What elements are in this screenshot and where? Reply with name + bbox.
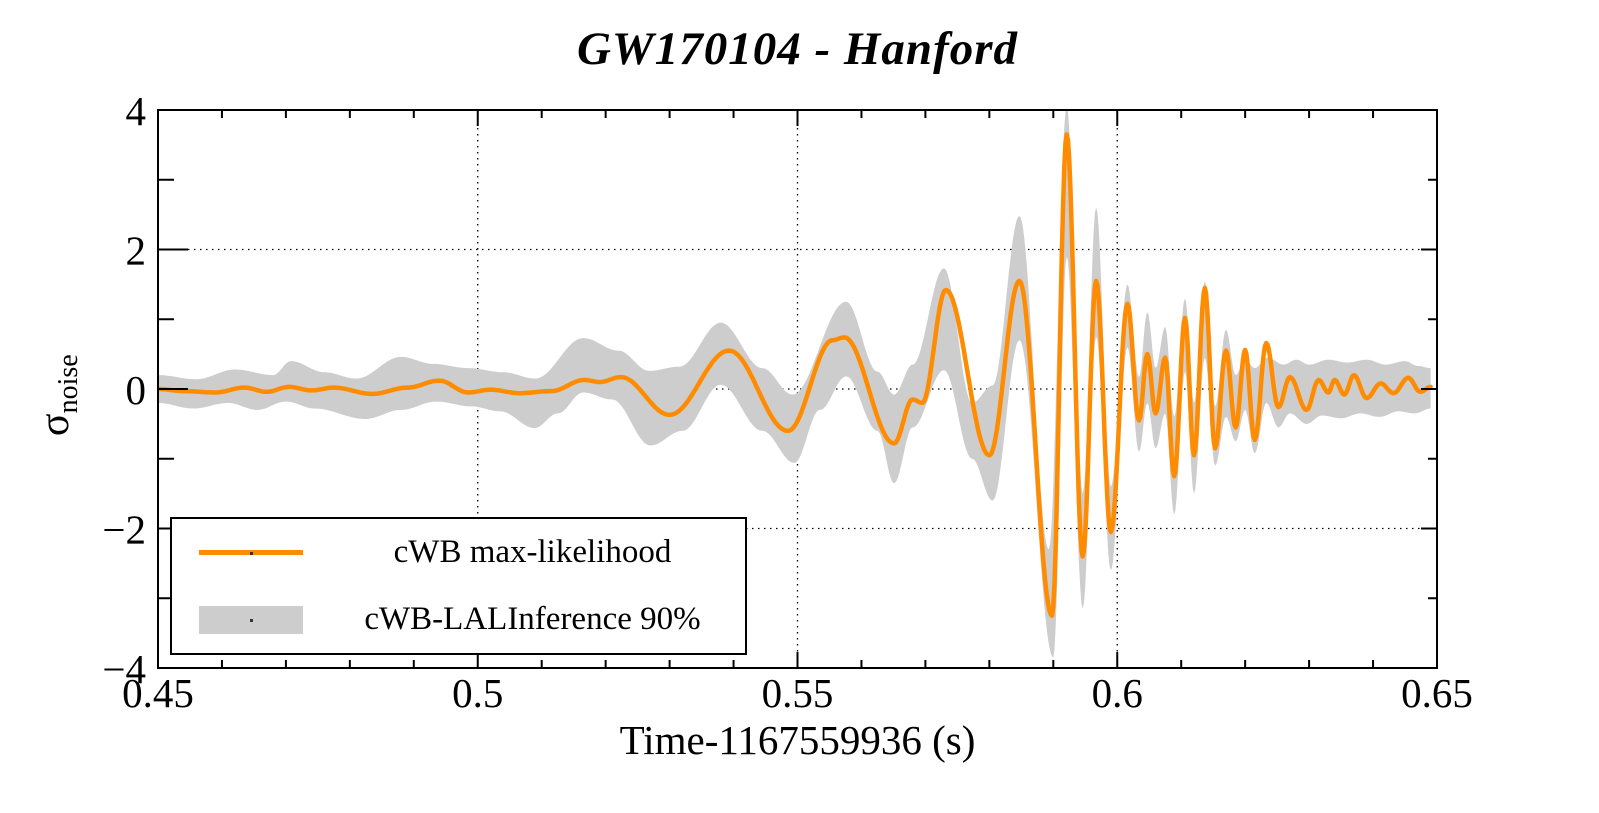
x-tick-label: 0.5: [452, 670, 503, 716]
legend-entry-band: cWB-LALInference 90%: [172, 587, 745, 653]
y-axis-subscript: noise: [53, 354, 85, 414]
marker-dot-icon: [250, 618, 253, 622]
marker-dot-icon: [250, 551, 253, 555]
y-axis-symbol: σ: [31, 413, 78, 437]
x-tick-label: 0.65: [1401, 670, 1473, 716]
gray-band-icon: [199, 605, 303, 634]
waveform-line-swatch: [172, 550, 330, 555]
legend-label-band: cWB-LALInference 90%: [364, 601, 701, 637]
y-tick-label: 2: [126, 227, 147, 273]
x-axis-title: Time-1167559936 (s): [619, 717, 976, 763]
y-tick-label: −2: [102, 506, 146, 552]
figure-title: GW170104 - Hanford: [576, 23, 1019, 75]
x-tick-label: 0.45: [122, 670, 194, 716]
band-swatch: [172, 605, 330, 634]
x-tick-label: 0.55: [762, 670, 834, 716]
orange-line-icon: [199, 550, 303, 555]
y-tick-label: 0: [126, 367, 147, 413]
legend: cWB max-likelihood cWB-LALInference 90%: [170, 517, 747, 655]
x-tick-label: 0.6: [1092, 670, 1143, 716]
legend-entry-waveform: cWB max-likelihood: [172, 520, 745, 586]
y-axis-title: σnoise: [31, 285, 85, 505]
waveform-line: [158, 132, 1433, 618]
y-tick-label: −4: [102, 646, 146, 692]
legend-label-waveform: cWB max-likelihood: [393, 534, 672, 570]
y-tick-label: 4: [126, 88, 147, 134]
